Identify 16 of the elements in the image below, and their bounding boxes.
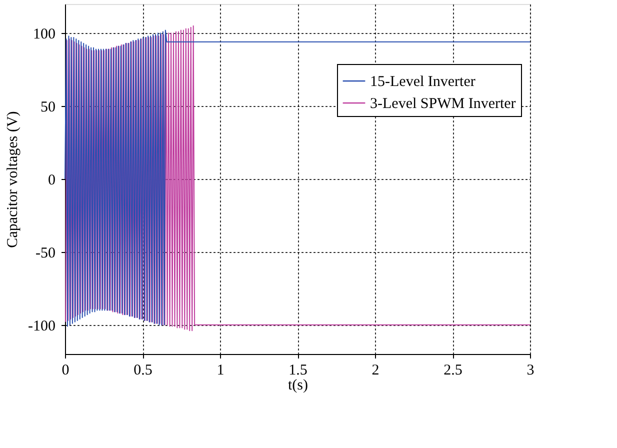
x-tick-label: 0.5 bbox=[134, 362, 152, 378]
y-tick-label: 50 bbox=[40, 100, 56, 116]
legend-label: 15-Level Inverter bbox=[370, 74, 476, 90]
y-tick-label: -50 bbox=[36, 245, 56, 262]
y-tick-label: -100 bbox=[28, 318, 56, 334]
legend-label: 3-Level SPWM Inverter bbox=[370, 96, 516, 112]
y-tick-label: 100 bbox=[33, 26, 56, 43]
x-axis-title: t(s) bbox=[288, 378, 308, 394]
y-tick-label: 0 bbox=[48, 172, 56, 188]
x-tick-label: 1.5 bbox=[288, 362, 308, 378]
x-tick-label: 2.5 bbox=[444, 362, 462, 378]
x-tick-label: 2 bbox=[372, 362, 380, 378]
x-tick-label: 3 bbox=[526, 362, 534, 378]
x-tick-label: 1 bbox=[216, 362, 224, 378]
x-tick-label: 0 bbox=[62, 362, 70, 378]
y-axis-title: Capacitor voltages (V) bbox=[5, 111, 22, 248]
